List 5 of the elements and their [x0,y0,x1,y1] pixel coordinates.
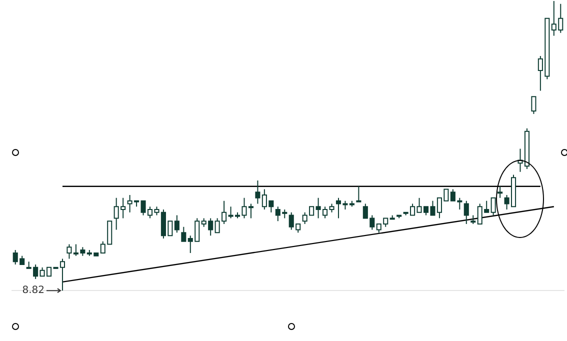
candlestick [255,180,260,204]
candlestick [356,186,362,202]
candlestick [498,186,503,198]
candlestick [464,200,469,224]
annotation: 8.82 [22,285,44,296]
